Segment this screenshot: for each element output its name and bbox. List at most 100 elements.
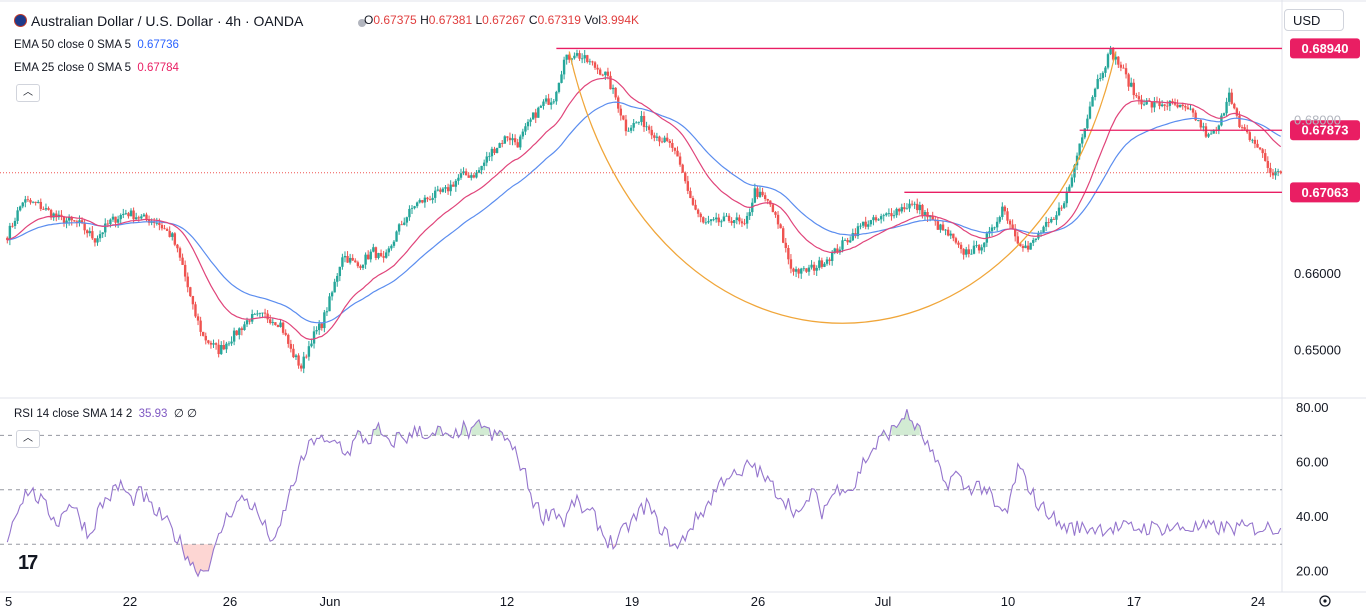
candle	[890, 208, 893, 221]
candle	[127, 211, 130, 219]
candle	[266, 310, 269, 324]
candle-body	[1008, 220, 1012, 225]
candle	[356, 260, 360, 269]
rsi-axis-label: 20.00	[1296, 563, 1329, 578]
candle-body	[1176, 104, 1179, 108]
candle	[160, 221, 164, 231]
candle	[784, 237, 787, 253]
candle-body	[1032, 240, 1035, 243]
candle-body	[457, 177, 460, 181]
candle-body	[949, 233, 952, 236]
flag-icon	[14, 14, 27, 27]
candle-body	[676, 150, 679, 157]
candle-body	[390, 245, 393, 249]
candle-body	[722, 216, 726, 222]
candle	[565, 54, 568, 65]
candle	[686, 175, 690, 195]
candle	[812, 261, 816, 276]
rsi-legend[interactable]: RSI 14 close SMA 14 2 35.93 ∅ ∅	[14, 408, 198, 420]
candle-body	[957, 242, 960, 245]
candle	[328, 293, 331, 312]
candle	[681, 163, 684, 173]
candle-body	[776, 214, 780, 225]
candle-body	[449, 184, 452, 192]
candle-body	[235, 330, 238, 335]
candle-body	[784, 242, 787, 248]
candle-body	[132, 210, 135, 220]
ema25-legend[interactable]: EMA 25 close 0 SMA 5 0.67784	[14, 62, 179, 74]
candle-body	[622, 115, 625, 120]
candle	[1184, 104, 1187, 112]
candle	[1137, 92, 1141, 105]
candle-body	[93, 238, 97, 243]
candle	[949, 230, 952, 239]
candle	[83, 219, 86, 235]
candle-body	[727, 215, 731, 221]
candle	[1207, 132, 1210, 138]
collapse-rsi-button[interactable]: ︿	[16, 430, 40, 448]
candle-body	[158, 222, 161, 225]
candle	[861, 221, 865, 229]
candle-body	[217, 344, 220, 355]
candle-body	[923, 212, 927, 216]
candle-body	[864, 221, 867, 227]
candle-body	[1021, 246, 1025, 249]
candle-body	[26, 199, 30, 201]
candle-body	[872, 217, 875, 221]
candle	[547, 93, 550, 106]
collapse-indicators-button[interactable]: ︿	[16, 84, 40, 102]
candle-body	[1186, 107, 1190, 110]
candle	[735, 212, 738, 225]
candle-body	[338, 266, 342, 276]
candle-body	[142, 214, 146, 217]
ema50-legend[interactable]: EMA 50 close 0 SMA 5 0.67736	[14, 39, 179, 51]
candle	[366, 250, 370, 260]
symbol-title[interactable]: Australian Dollar / U.S. Dollar · 4h · O…	[14, 13, 303, 29]
candle-body	[276, 325, 280, 327]
candle-body	[1225, 101, 1228, 114]
candle	[802, 266, 806, 272]
candle	[13, 217, 17, 230]
candle-body	[1209, 133, 1213, 135]
candle	[753, 183, 757, 204]
candle	[833, 247, 836, 255]
candle	[792, 267, 795, 276]
candle	[550, 97, 553, 110]
candle-body	[913, 203, 916, 205]
candle-body	[887, 213, 891, 214]
candle	[16, 206, 19, 224]
candle-body	[318, 323, 321, 331]
candle-body	[426, 197, 429, 200]
candle-body	[1099, 77, 1102, 79]
candle	[1155, 96, 1159, 104]
candle-body	[990, 227, 994, 232]
candle	[854, 228, 857, 239]
candle-body	[800, 268, 803, 274]
candle-body	[588, 61, 592, 63]
candle-body	[1171, 101, 1174, 103]
candle	[1070, 174, 1074, 188]
candle-body	[1189, 108, 1192, 110]
candle-body	[119, 215, 122, 220]
candle-body	[134, 217, 138, 220]
candle	[44, 203, 48, 211]
candle-body	[147, 219, 151, 223]
candle-body	[299, 365, 303, 369]
candle	[467, 172, 470, 178]
candle	[939, 223, 942, 233]
candle-body	[758, 191, 762, 197]
candle-body	[204, 335, 207, 341]
candle	[488, 152, 491, 161]
candle	[78, 215, 81, 227]
candle	[307, 340, 311, 361]
candle	[1044, 216, 1048, 232]
candle-body	[1078, 143, 1081, 156]
candle	[1140, 94, 1143, 110]
candle-body	[178, 248, 182, 258]
candle	[18, 205, 22, 212]
candle-body	[1207, 134, 1210, 137]
candle-body	[462, 171, 465, 174]
currency-selector[interactable]: USD	[1284, 9, 1344, 31]
candle-body	[1230, 92, 1233, 104]
